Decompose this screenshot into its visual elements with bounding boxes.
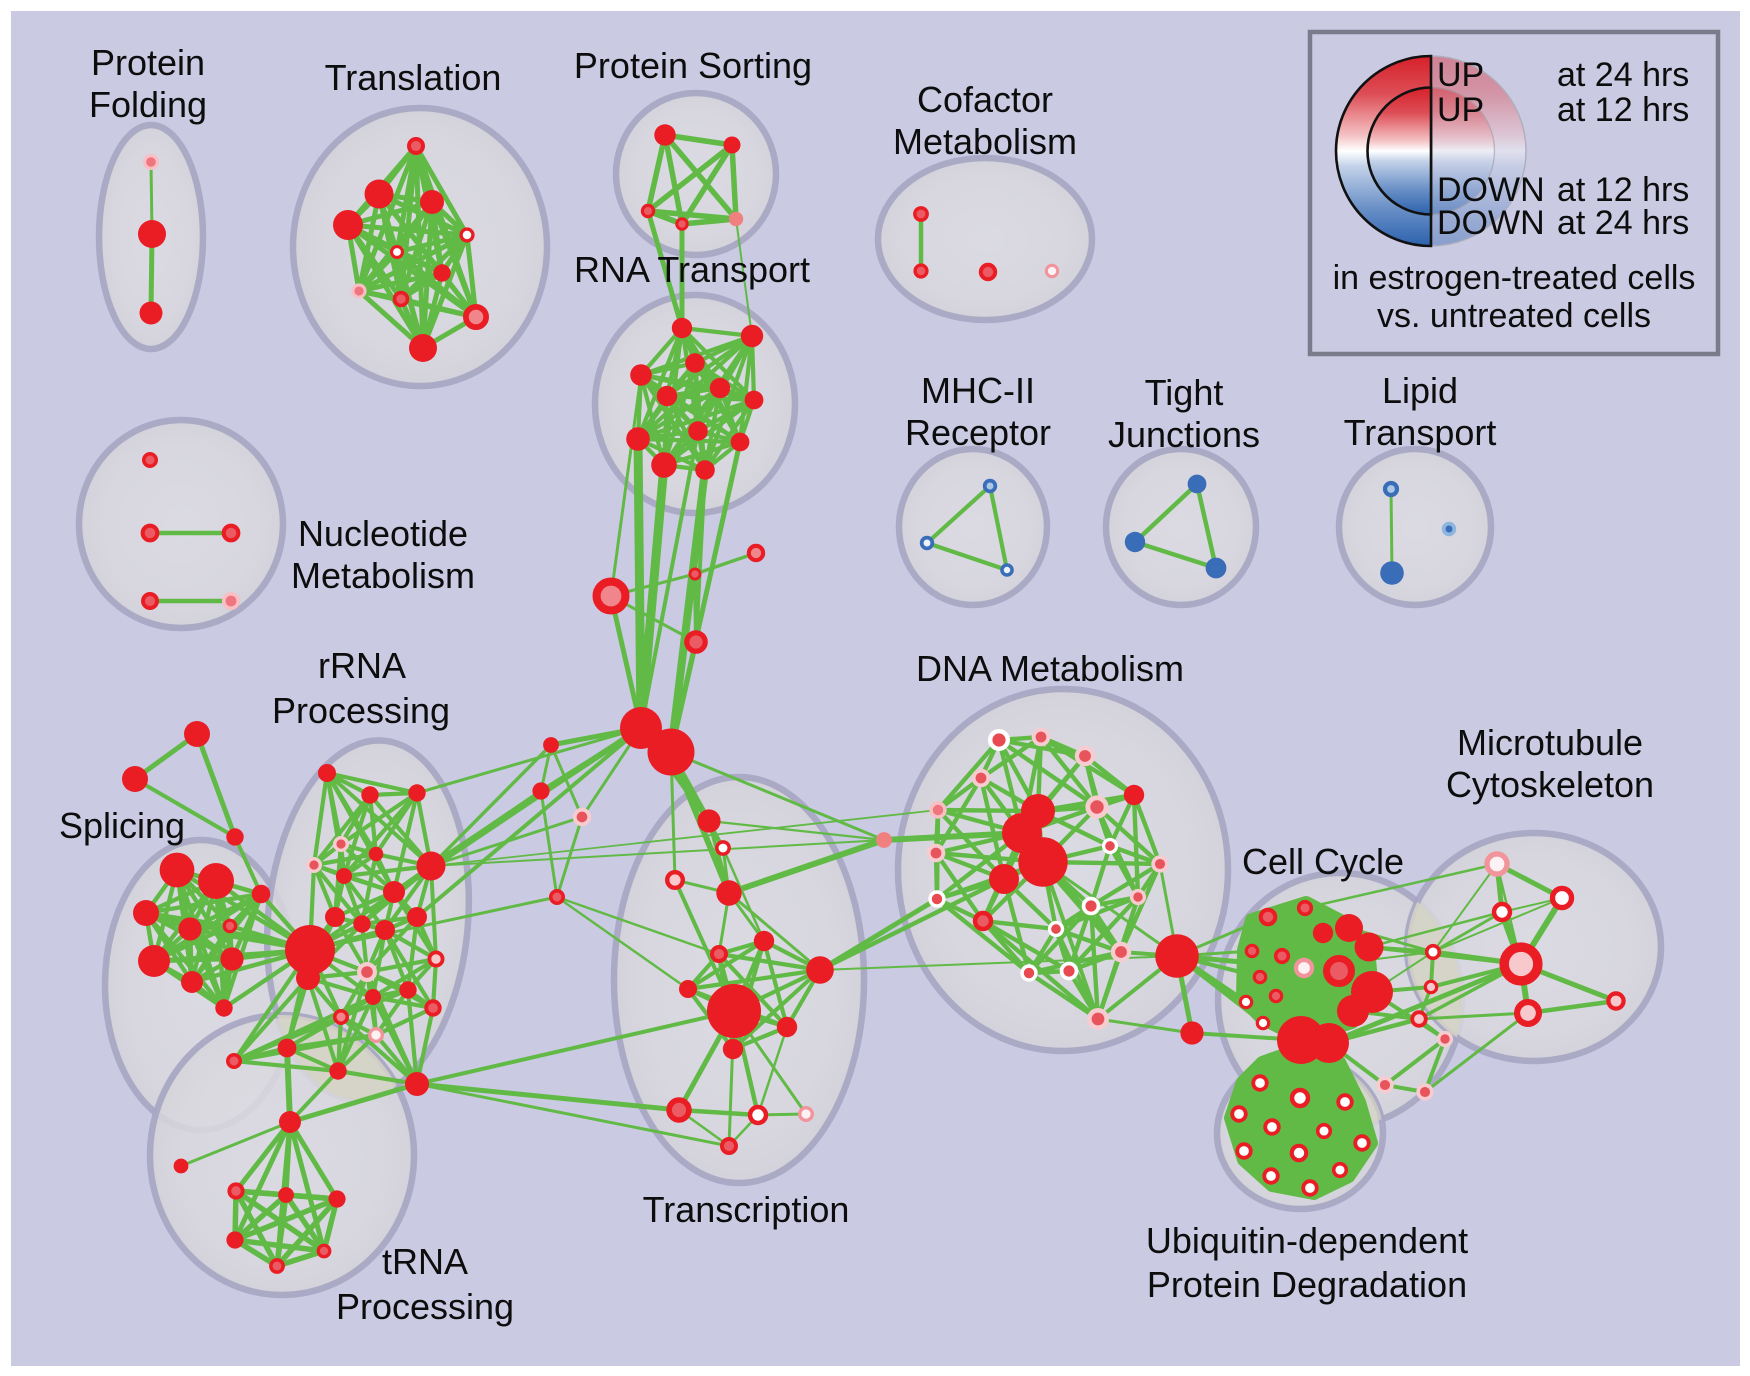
svg-text:Metabolism: Metabolism xyxy=(291,555,475,596)
svg-text:at 24 hrs: at 24 hrs xyxy=(1557,204,1689,242)
svg-text:tRNA: tRNA xyxy=(382,1241,468,1282)
svg-text:Protein Sorting: Protein Sorting xyxy=(574,45,812,86)
svg-text:at 12 hrs: at 12 hrs xyxy=(1557,171,1689,209)
svg-text:at 12 hrs: at 12 hrs xyxy=(1557,91,1689,129)
svg-text:Receptor: Receptor xyxy=(905,412,1051,453)
svg-text:MHC-II: MHC-II xyxy=(921,370,1035,411)
svg-text:UP: UP xyxy=(1437,91,1484,129)
svg-text:Metabolism: Metabolism xyxy=(893,121,1077,162)
svg-text:Cytoskeleton: Cytoskeleton xyxy=(1446,764,1654,805)
svg-text:Processing: Processing xyxy=(272,690,450,731)
svg-text:rRNA: rRNA xyxy=(318,645,406,686)
svg-text:at 24 hrs: at 24 hrs xyxy=(1557,56,1689,94)
svg-text:DOWN: DOWN xyxy=(1437,171,1545,209)
svg-text:Cell Cycle: Cell Cycle xyxy=(1242,841,1404,882)
svg-text:Translation: Translation xyxy=(325,57,502,98)
svg-text:Folding: Folding xyxy=(89,84,207,125)
svg-text:RNA Transport: RNA Transport xyxy=(574,249,810,290)
svg-text:Junctions: Junctions xyxy=(1108,414,1260,455)
svg-text:Transport: Transport xyxy=(1344,412,1497,453)
svg-text:DNA Metabolism: DNA Metabolism xyxy=(916,648,1184,689)
svg-text:vs. untreated cells: vs. untreated cells xyxy=(1377,297,1651,335)
svg-text:Tight: Tight xyxy=(1145,372,1224,413)
svg-text:Microtubule: Microtubule xyxy=(1457,722,1643,763)
svg-text:Protein: Protein xyxy=(91,42,205,83)
svg-text:Nucleotide: Nucleotide xyxy=(298,513,468,554)
svg-text:Protein Degradation: Protein Degradation xyxy=(1147,1264,1467,1305)
svg-text:Processing: Processing xyxy=(336,1286,514,1327)
svg-text:UP: UP xyxy=(1437,56,1484,94)
svg-text:Splicing: Splicing xyxy=(59,805,185,846)
svg-text:in estrogen-treated cells: in estrogen-treated cells xyxy=(1333,259,1696,297)
svg-text:Ubiquitin-dependent: Ubiquitin-dependent xyxy=(1146,1220,1468,1261)
svg-text:Transcription: Transcription xyxy=(643,1189,850,1230)
svg-text:Lipid: Lipid xyxy=(1382,370,1458,411)
svg-text:Cofactor: Cofactor xyxy=(917,79,1053,120)
svg-text:DOWN: DOWN xyxy=(1437,204,1545,242)
